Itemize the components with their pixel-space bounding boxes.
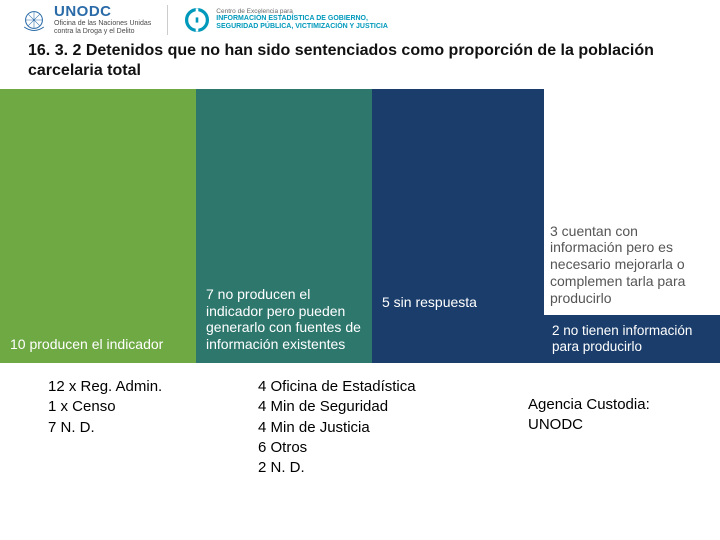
block-label-4-bottom: 2 no tienen información para producirlo	[552, 323, 692, 354]
footer-col-3: Agencia Custodia: UNODC	[528, 377, 692, 478]
footer-item: 4 Min de Justicia	[258, 418, 488, 438]
footer-item: 2 N. D.	[258, 458, 488, 478]
unodc-sub2: contra la Droga y el Delito	[54, 28, 151, 35]
separator	[167, 5, 168, 35]
footer-item: 12 x Reg. Admin.	[48, 377, 218, 397]
block-label-4-top: 3 cuentan con información pero es necesa…	[550, 223, 714, 307]
footer-item: UNODC	[528, 415, 692, 435]
footer-col-1: 12 x Reg. Admin. 1 x Censo 7 N. D.	[48, 377, 218, 478]
cde-text: Centro de Excelencia para INFORMACIÓN ES…	[216, 8, 388, 31]
block-col-3: 5 sin respuesta	[372, 89, 544, 363]
block-col4-top: 3 cuentan con información pero es necesa…	[544, 89, 720, 315]
header: UNODC Oficina de las Naciones Unidas con…	[0, 0, 720, 37]
footer-item: 6 Otros	[258, 438, 488, 458]
block-label-3: 5 sin respuesta	[382, 294, 534, 311]
cde-line3: SEGURIDAD PÚBLICA, VICTIMIZACIÓN Y JUSTI…	[216, 23, 388, 31]
footer-item: 4 Min de Seguridad	[258, 397, 488, 417]
cde-logo: Centro de Excelencia para INFORMACIÓN ES…	[184, 7, 388, 33]
block-col-1: 10 producen el indicador	[0, 89, 196, 363]
block-col-2: 7 no producen el indicador pero pueden g…	[196, 89, 372, 363]
block-col-4: 3 cuentan con información pero es necesa…	[544, 89, 720, 363]
un-emblem-icon	[20, 6, 48, 34]
block-col4-bottom: 2 no tienen información para producirlo	[544, 315, 720, 363]
footer-item: 1 x Censo	[48, 397, 218, 417]
unodc-title: UNODC	[54, 4, 151, 19]
footer-item: Agencia Custodia:	[528, 395, 692, 415]
footer-item: 4 Oficina de Estadística	[258, 377, 488, 397]
footer: 12 x Reg. Admin. 1 x Censo 7 N. D. 4 Ofi…	[0, 363, 720, 478]
block-label-2: 7 no producen el indicador pero pueden g…	[206, 286, 362, 353]
footer-item: 7 N. D.	[48, 418, 218, 438]
unodc-logo: UNODC Oficina de las Naciones Unidas con…	[20, 4, 151, 35]
block-label-1: 10 producen el indicador	[10, 336, 186, 353]
unodc-text: UNODC Oficina de las Naciones Unidas con…	[54, 4, 151, 35]
cde-mark-icon	[184, 7, 210, 33]
unodc-sub1: Oficina de las Naciones Unidas	[54, 20, 151, 27]
blocks-chart: 10 producen el indicador 7 no producen e…	[0, 89, 720, 363]
cde-line2: INFORMACIÓN ESTADÍSTICA DE GOBIERNO,	[216, 15, 388, 23]
page-title: 16. 3. 2 Detenidos que no han sido sente…	[0, 37, 720, 89]
footer-col-2: 4 Oficina de Estadística 4 Min de Seguri…	[258, 377, 488, 478]
